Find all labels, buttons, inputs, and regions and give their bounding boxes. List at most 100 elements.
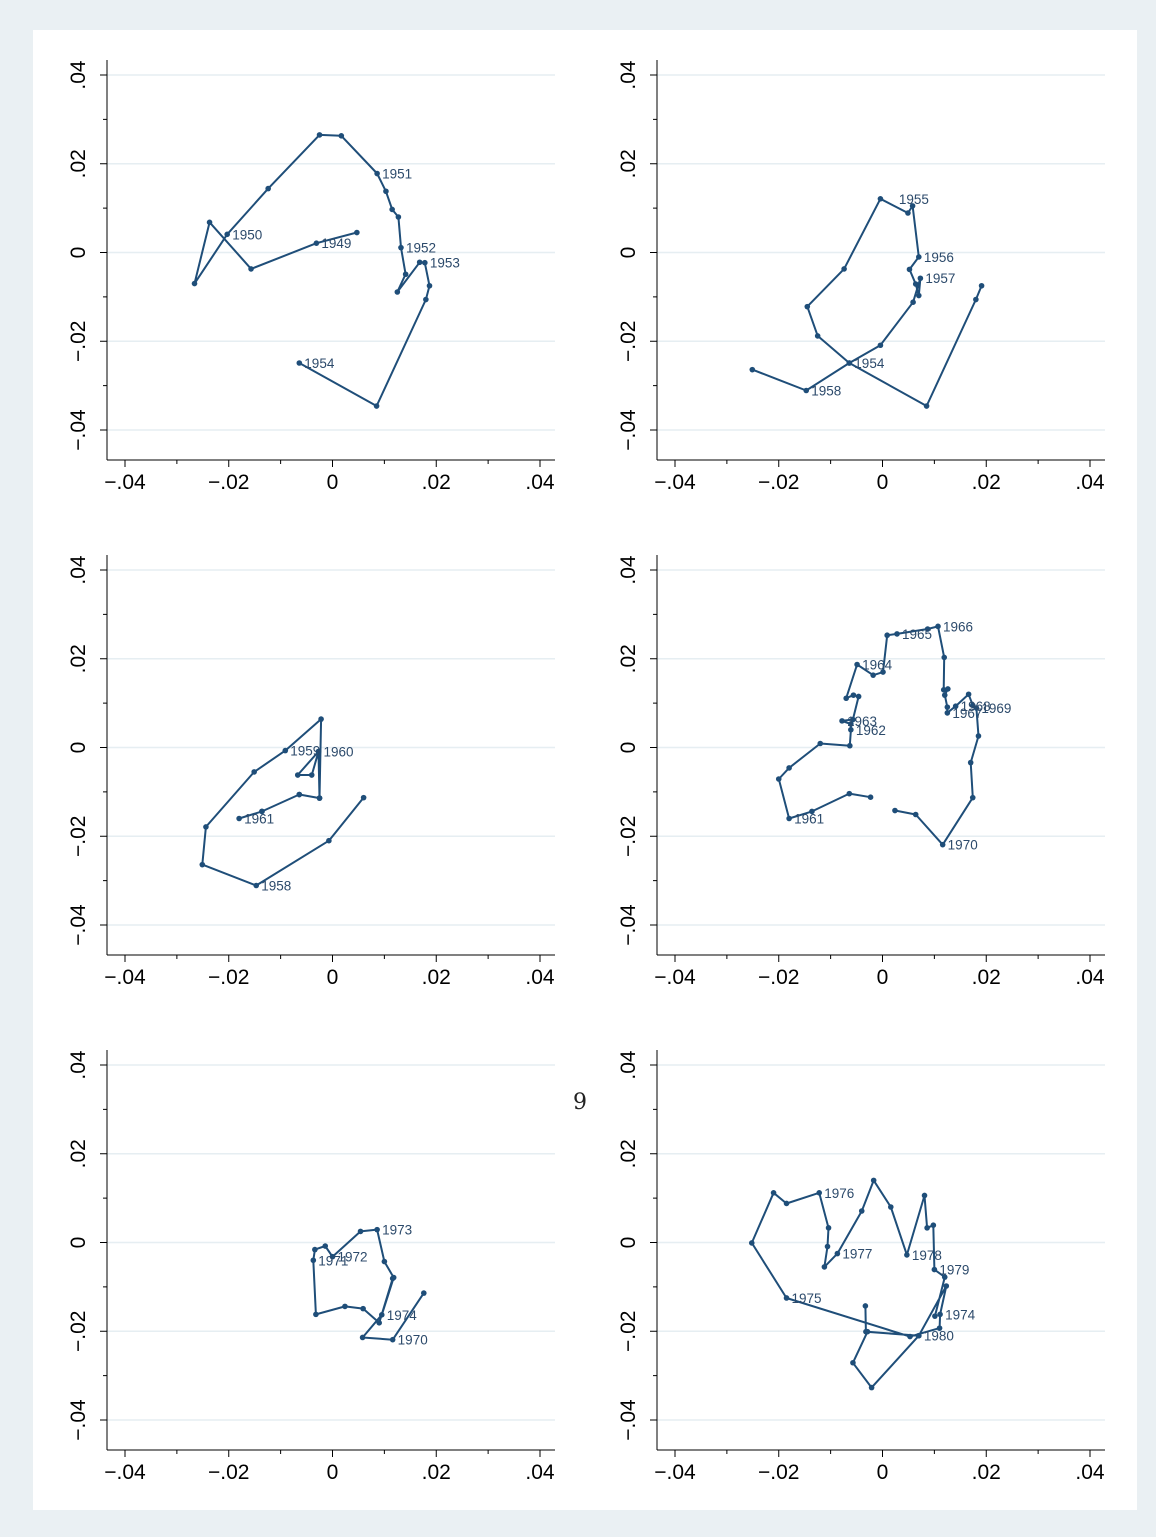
x-tick-label: 0 [877, 1461, 889, 1484]
y-tick-label: .02 [617, 1139, 640, 1168]
y-tick-label: 0 [617, 1237, 640, 1249]
series-line [312, 1228, 425, 1341]
data-point [315, 748, 322, 755]
year-label: 1965 [902, 627, 932, 642]
data-point [817, 740, 824, 747]
x-tick-label: −.04 [104, 1461, 146, 1484]
year-label: 1979 [939, 1263, 969, 1278]
data-point [360, 1305, 366, 1312]
data-point [359, 1334, 366, 1341]
data-point [326, 837, 332, 844]
y-tick-label: .02 [67, 149, 90, 178]
year-label: 1973 [382, 1223, 412, 1238]
year-label: 1980 [924, 1329, 954, 1344]
x-tick-label: −.02 [758, 966, 799, 989]
x-tick-label: −.04 [654, 1461, 696, 1484]
data-point [884, 632, 890, 639]
data-point [318, 716, 324, 722]
data-point [863, 1328, 869, 1335]
y-tick-label: .04 [67, 555, 90, 585]
data-point [944, 704, 951, 710]
y-tick-label: −.04 [67, 904, 90, 946]
x-tick-label: .04 [1075, 471, 1105, 494]
data-point [834, 1250, 841, 1257]
data-point [935, 623, 941, 630]
data-point [870, 1177, 877, 1184]
data-point [374, 170, 380, 177]
y-tick-label: 0 [67, 1237, 90, 1249]
data-point [843, 695, 849, 702]
data-point [783, 1200, 790, 1207]
data-point [854, 661, 860, 668]
y-tick-label: 0 [67, 742, 90, 754]
x-tick-label: −.04 [654, 966, 696, 989]
data-point [841, 266, 847, 272]
x-tick-label: 0 [327, 471, 339, 494]
data-point [313, 240, 320, 246]
y-tick-label: .02 [67, 644, 90, 673]
data-point [907, 1333, 913, 1340]
data-point [374, 1226, 380, 1233]
data-point [916, 292, 922, 299]
y-tick-label: .04 [617, 60, 640, 90]
data-point [422, 259, 428, 266]
figure-background [33, 30, 1137, 1510]
data-point [814, 333, 821, 339]
data-point [296, 791, 303, 798]
panel-6: −.04 −.02 0 .02 .04 −.04 −.02 0 .02 .04 1974 1975 19… [617, 1050, 1105, 1484]
year-label: 1957 [925, 271, 955, 286]
data-point [770, 1190, 777, 1196]
x-tick-label: −.02 [758, 471, 799, 494]
data-point [376, 1320, 382, 1326]
data-point [251, 769, 257, 775]
year-label: 1959 [290, 744, 320, 759]
data-point [917, 275, 924, 282]
year-label: 1977 [842, 1247, 872, 1262]
data-point [965, 691, 972, 698]
data-point [786, 815, 792, 822]
data-point [402, 271, 409, 278]
year-label: 1976 [824, 1186, 854, 1201]
data-point [870, 672, 876, 678]
year-label: 1958 [811, 384, 841, 399]
data-point [824, 1243, 831, 1250]
data-point [967, 759, 974, 766]
data-point [904, 1252, 910, 1258]
year-label: 1978 [912, 1248, 942, 1263]
y-tick-label: 0 [67, 247, 90, 259]
year-label: 1974 [387, 1308, 418, 1323]
data-point [937, 1311, 943, 1318]
y-tick-label: −.02 [617, 321, 640, 362]
data-point [858, 1208, 865, 1214]
data-point [847, 742, 853, 749]
x-tick-label: .04 [1075, 1461, 1105, 1484]
y-tick-label: −.02 [617, 816, 640, 857]
y-tick-label: .02 [617, 149, 640, 178]
x-tick-label: .04 [1075, 966, 1105, 989]
data-point [848, 721, 854, 727]
data-point [969, 794, 976, 801]
data-point [916, 254, 922, 260]
data-point [322, 1243, 329, 1249]
data-point [910, 299, 916, 306]
year-label: 1974 [945, 1307, 976, 1322]
data-point [383, 188, 389, 195]
data-point [786, 765, 792, 771]
year-label: 1949 [321, 236, 351, 251]
data-point [203, 824, 209, 830]
year-label: 1954 [854, 356, 885, 371]
data-point [253, 882, 260, 889]
data-point [775, 776, 782, 782]
y-tick-label: .02 [67, 1139, 90, 1168]
data-point [924, 626, 931, 632]
data-point [354, 229, 360, 236]
data-point [862, 1303, 869, 1309]
x-tick-label: −.02 [208, 471, 249, 494]
x-tick-label: 0 [877, 471, 889, 494]
data-point [888, 1204, 894, 1210]
year-label: 1966 [943, 619, 973, 634]
y-tick-label: −.04 [617, 904, 640, 946]
data-point [310, 1257, 317, 1264]
data-point [426, 282, 433, 289]
